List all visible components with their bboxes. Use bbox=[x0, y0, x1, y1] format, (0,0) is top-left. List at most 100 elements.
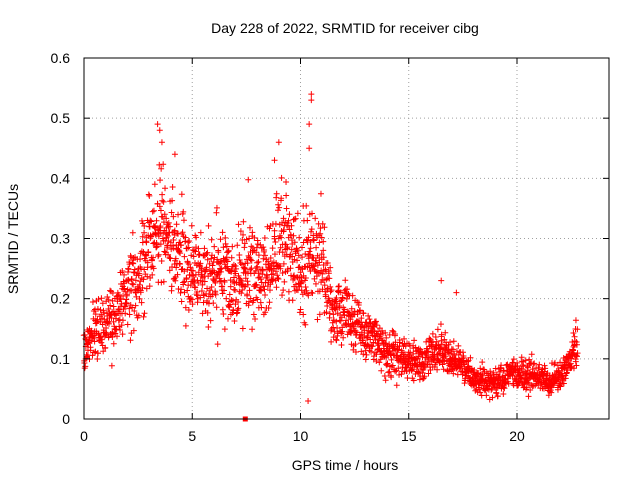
data-point bbox=[308, 226, 315, 233]
data-point bbox=[309, 210, 316, 217]
data-point bbox=[191, 247, 198, 254]
data-point bbox=[253, 249, 260, 256]
data-point bbox=[185, 261, 192, 268]
x-tick-label: 15 bbox=[401, 428, 417, 444]
data-point bbox=[266, 287, 273, 294]
data-point bbox=[434, 326, 441, 333]
data-point bbox=[93, 318, 100, 325]
data-point bbox=[323, 309, 330, 316]
y-tick-label: 0 bbox=[62, 411, 70, 427]
data-point bbox=[352, 349, 359, 356]
data-point bbox=[316, 259, 323, 266]
data-point bbox=[275, 207, 282, 214]
data-point bbox=[330, 311, 337, 318]
data-point bbox=[94, 306, 101, 313]
data-point bbox=[373, 322, 380, 329]
data-point bbox=[255, 270, 262, 277]
data-point bbox=[280, 287, 287, 294]
data-point bbox=[163, 215, 170, 222]
data-point bbox=[165, 251, 172, 258]
data-point bbox=[570, 330, 577, 337]
data-point bbox=[464, 358, 471, 365]
data-point bbox=[253, 265, 260, 272]
data-point bbox=[324, 303, 331, 310]
data-point bbox=[259, 267, 266, 274]
data-point bbox=[395, 346, 402, 353]
data-point bbox=[158, 165, 165, 172]
data-point bbox=[180, 217, 187, 224]
data-point bbox=[98, 339, 105, 346]
data-point bbox=[369, 343, 376, 350]
data-point bbox=[197, 229, 204, 236]
data-point bbox=[171, 151, 178, 158]
data-point bbox=[97, 306, 104, 313]
data-point bbox=[244, 260, 251, 267]
data-point bbox=[320, 254, 327, 261]
data-point bbox=[339, 295, 346, 302]
data-point bbox=[129, 304, 136, 311]
data-point bbox=[137, 256, 144, 263]
data-point bbox=[226, 291, 233, 298]
data-point bbox=[190, 253, 197, 260]
data-point bbox=[205, 222, 212, 229]
data-point bbox=[343, 295, 350, 302]
data-point bbox=[180, 208, 187, 215]
data-point bbox=[410, 377, 417, 384]
data-point bbox=[103, 298, 110, 305]
data-point bbox=[396, 336, 403, 343]
data-point bbox=[108, 362, 115, 369]
chart-title: Day 228 of 2022, SRMTID for receiver cib… bbox=[211, 20, 479, 36]
data-point bbox=[483, 392, 490, 399]
data-point bbox=[157, 241, 164, 248]
data-point bbox=[146, 192, 153, 199]
data-point bbox=[129, 280, 136, 287]
data-point bbox=[336, 298, 343, 305]
data-point bbox=[235, 305, 242, 312]
data-point bbox=[194, 292, 201, 299]
data-point bbox=[102, 331, 109, 338]
data-point bbox=[247, 256, 254, 263]
data-point bbox=[98, 336, 105, 343]
data-point bbox=[160, 198, 167, 205]
data-point bbox=[151, 181, 158, 188]
data-point bbox=[179, 229, 186, 236]
data-point bbox=[130, 255, 137, 262]
data-point bbox=[257, 284, 264, 291]
data-point bbox=[279, 270, 286, 277]
data-point bbox=[273, 194, 280, 201]
data-point bbox=[119, 317, 126, 324]
y-tick-label: 0.4 bbox=[51, 170, 71, 186]
data-point bbox=[238, 290, 245, 297]
data-point bbox=[314, 316, 321, 323]
data-point bbox=[213, 209, 220, 216]
data-point bbox=[450, 338, 457, 345]
data-point bbox=[254, 296, 261, 303]
data-point bbox=[319, 220, 326, 227]
data-point bbox=[154, 121, 161, 128]
data-point bbox=[95, 330, 102, 337]
data-point bbox=[157, 223, 164, 230]
data-point bbox=[278, 174, 285, 181]
data-point bbox=[160, 219, 167, 226]
data-point bbox=[546, 388, 553, 395]
data-point bbox=[133, 293, 140, 300]
data-point bbox=[122, 310, 129, 317]
data-point bbox=[207, 317, 214, 324]
data-point bbox=[197, 260, 204, 267]
data-point bbox=[498, 362, 505, 369]
data-point bbox=[373, 351, 380, 358]
data-point bbox=[360, 310, 367, 317]
data-point bbox=[313, 244, 320, 251]
data-point bbox=[572, 317, 579, 324]
data-point bbox=[244, 292, 251, 299]
data-point bbox=[221, 279, 228, 286]
data-point bbox=[275, 276, 282, 283]
data-point bbox=[130, 260, 137, 267]
data-point bbox=[201, 245, 208, 252]
data-point bbox=[302, 284, 309, 291]
data-point bbox=[124, 321, 131, 328]
data-point bbox=[223, 295, 230, 302]
data-point bbox=[220, 244, 227, 251]
data-point bbox=[226, 304, 233, 311]
data-point bbox=[156, 203, 163, 210]
